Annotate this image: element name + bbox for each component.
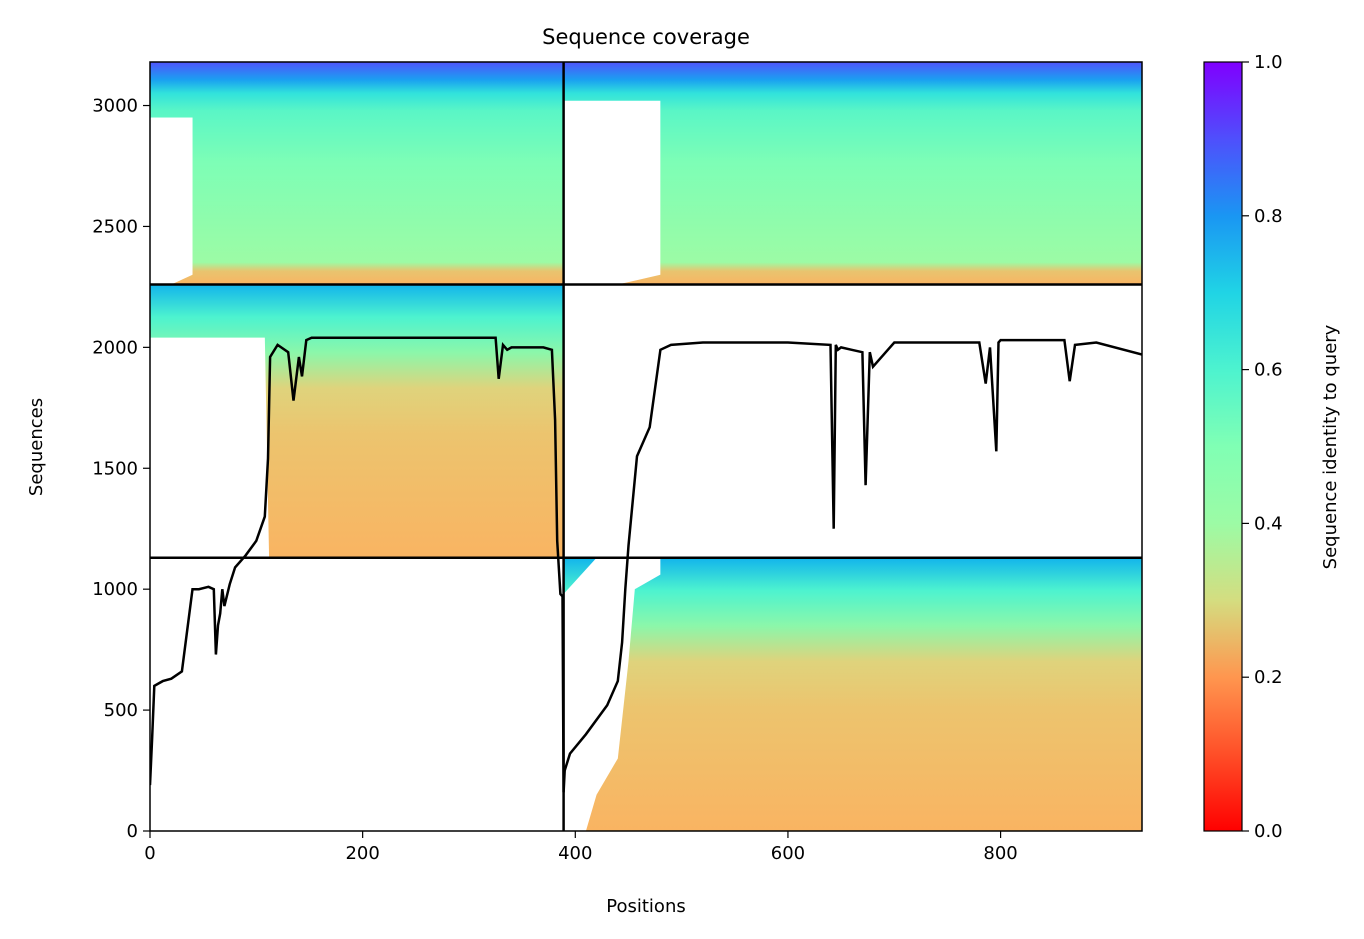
colorbar-tick-label: 0.4 — [1254, 513, 1283, 534]
y-tick-label: 1000 — [92, 579, 138, 600]
x-tick-label: 600 — [771, 843, 805, 864]
colorbar-label: Sequence identity to query — [1320, 324, 1341, 569]
x-tick-label: 200 — [345, 843, 379, 864]
gap-middle-left — [150, 337, 270, 558]
coverage-line — [150, 336, 1142, 793]
colorbar-tick-label: 1.0 — [1254, 52, 1283, 73]
y-axis-label: Sequences — [26, 398, 47, 496]
x-tick-label: 0 — [144, 843, 155, 864]
colorbar-tick-label: 0.6 — [1254, 360, 1283, 381]
plot-area — [150, 62, 1142, 831]
x-axis-label: Positions — [606, 896, 685, 917]
y-axis: 0 500 1000 1500 2000 2500 3000 — [92, 96, 150, 842]
y-tick-label: 0 — [127, 821, 138, 842]
gap-top-left-patch — [150, 117, 193, 191]
colorbar-frame — [1203, 61, 1243, 832]
y-tick-label: 2000 — [92, 337, 138, 358]
plot-frame — [149, 61, 1143, 832]
colorbar-tick-label: 0.0 — [1254, 821, 1283, 842]
chart-title: Sequence coverage — [542, 25, 750, 49]
block-bottom-right — [563, 557, 1142, 831]
gap-top-right — [563, 100, 661, 285]
y-tick-label: 3000 — [92, 96, 138, 117]
colorbar-tick-label: 0.8 — [1254, 206, 1283, 227]
block-top-left — [150, 62, 564, 285]
y-tick-label: 1500 — [92, 458, 138, 479]
colorbar-gradient — [1204, 62, 1242, 831]
colorbar: 0.0 0.2 0.4 0.6 0.8 1.0 Sequence identity to … — [1203, 52, 1341, 842]
x-tick-label: 800 — [983, 843, 1017, 864]
gap-bottom-left — [150, 557, 564, 831]
y-tick-label: 2500 — [92, 216, 138, 237]
y-tick-label: 500 — [104, 700, 138, 721]
x-tick-label: 400 — [558, 843, 592, 864]
colorbar-tick-label: 0.2 — [1254, 667, 1283, 688]
x-axis: 0 200 400 600 800 — [144, 831, 1018, 864]
